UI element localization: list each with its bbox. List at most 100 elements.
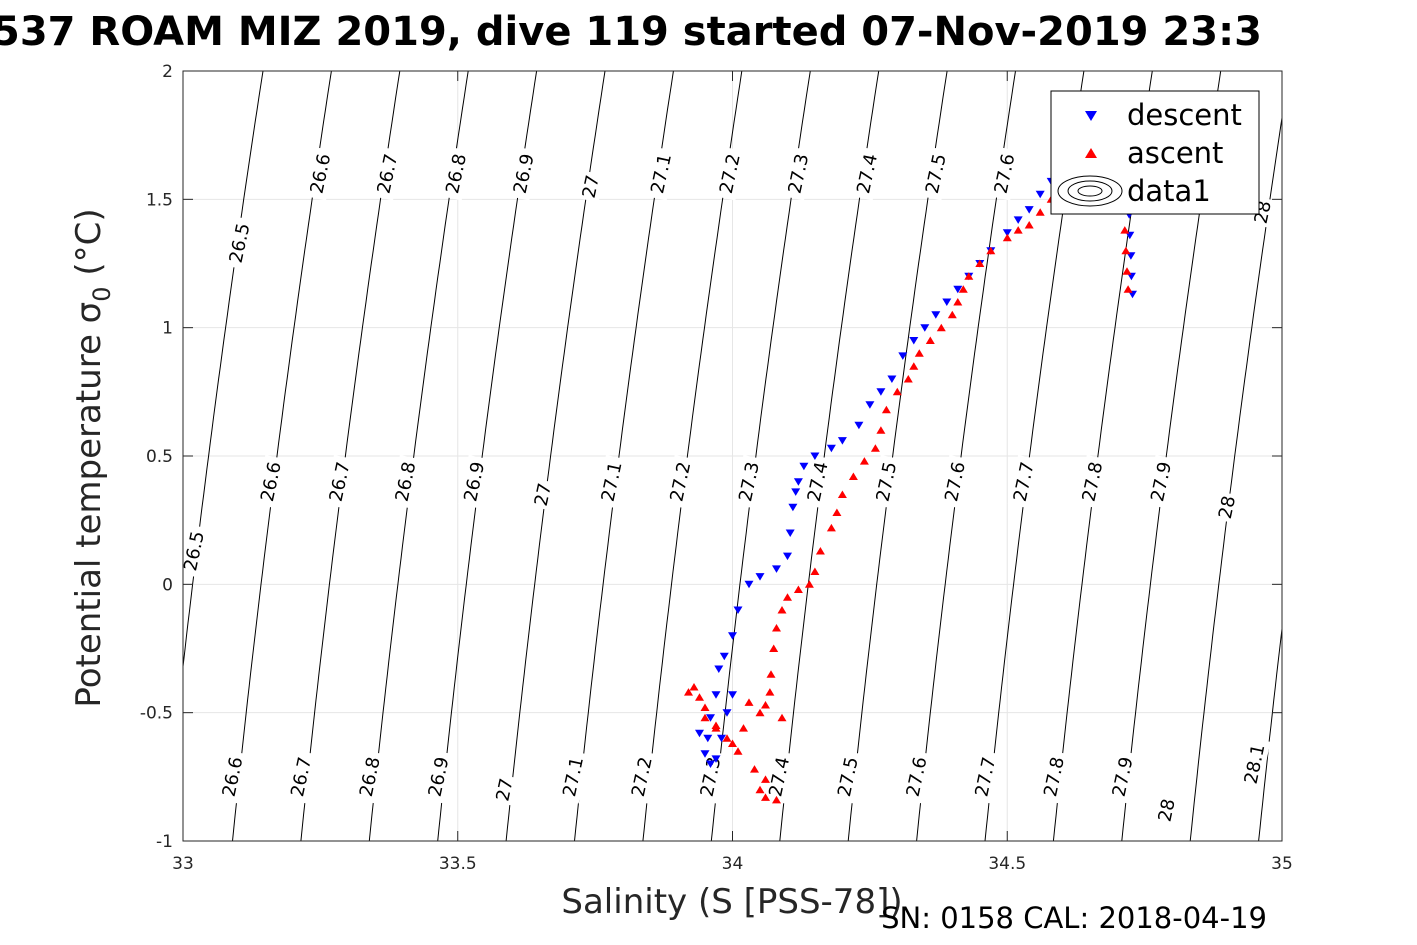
contour-label-bg <box>664 454 697 509</box>
contour-label: 28 <box>1213 491 1241 524</box>
descent-point <box>826 444 836 453</box>
contour-label-bg <box>557 750 590 804</box>
ascent-point <box>936 323 946 332</box>
ascent-point <box>1013 226 1023 234</box>
descent-point <box>810 452 820 460</box>
isopycnal-line <box>437 71 538 841</box>
ascent-point <box>986 246 996 255</box>
ascent-point <box>750 765 759 773</box>
descent-point <box>706 760 715 768</box>
ascent-point <box>1122 267 1132 275</box>
y-tick-label: 2 <box>162 62 173 82</box>
descent-point <box>733 606 743 614</box>
ascent-point <box>826 523 836 532</box>
contour-label: 26.7 <box>285 750 318 804</box>
contour-label-bg <box>870 454 903 509</box>
ascent-point <box>1123 285 1133 293</box>
isopycnal-line <box>847 71 948 841</box>
contour-label-bg <box>223 216 256 270</box>
contour-label: 28 <box>1152 794 1181 827</box>
x-tick-label: 33 <box>172 854 194 874</box>
descent-point <box>1125 231 1135 240</box>
ascent-point <box>765 688 775 696</box>
y-axis-label-main: Potential temperature σ <box>69 302 109 708</box>
ascent-point <box>903 375 913 383</box>
descent-point <box>1013 216 1023 224</box>
legend: descent ascent data1 <box>1050 90 1260 215</box>
contour-label-bg <box>178 524 210 578</box>
contour-label-bg <box>304 146 337 201</box>
ascent-point <box>783 593 792 601</box>
descent-point <box>714 665 724 673</box>
ascent-point <box>881 405 891 414</box>
descent-point <box>931 311 941 319</box>
ascent-point <box>684 688 693 696</box>
x-tick-label: 35 <box>1271 854 1293 874</box>
isopycnal-line <box>574 71 674 841</box>
contour-label-bg <box>713 146 746 201</box>
contour-label: 27 <box>577 170 605 203</box>
ascent-point <box>958 285 968 293</box>
contour-label: 27.1 <box>595 454 628 509</box>
ascent-point <box>1120 226 1130 234</box>
contour-label-bg <box>1007 454 1040 509</box>
ascent-point <box>766 670 776 678</box>
axis-ticks: 33 33.5 34 34.5 35 -1 -0.5 0 0.5 1 1.5 2 <box>140 62 1293 874</box>
ascent-point <box>804 580 814 588</box>
contour-label-bg <box>353 750 386 804</box>
contour-label: 26.8 <box>389 454 422 509</box>
contour-label: 27 <box>529 478 557 511</box>
contour-label: 27 <box>490 773 519 806</box>
descent-point <box>706 714 715 722</box>
contour-label-bg <box>440 146 473 201</box>
contour-label-bg <box>919 146 952 201</box>
contour-label-bg <box>490 773 519 806</box>
descent-point <box>719 652 729 661</box>
ascent-point <box>755 785 765 794</box>
contour-label-bg <box>216 750 249 804</box>
ascent-point <box>848 472 858 480</box>
ascent-point <box>772 624 781 632</box>
ascent-point <box>700 703 710 711</box>
y-tick-label: 0 <box>162 575 173 595</box>
descent-point <box>887 375 897 383</box>
y-tick-label: -0.5 <box>140 704 173 724</box>
legend-data1-label: data1 <box>1127 174 1211 208</box>
descent-point <box>920 324 930 332</box>
ascent-point <box>793 585 803 593</box>
contour-label: 26.6 <box>304 146 337 201</box>
contour-label-bg <box>1106 750 1139 804</box>
ascent-point <box>909 362 919 370</box>
ascent-point <box>947 310 957 319</box>
isopycnal-line <box>232 71 332 841</box>
ascent-point <box>777 606 787 614</box>
isopycnal-line <box>916 71 1016 841</box>
contour-label-bg <box>1238 737 1271 791</box>
descent-point <box>744 580 754 589</box>
descent-point <box>788 503 798 512</box>
descent-point <box>799 462 809 471</box>
ascent-point <box>953 298 963 306</box>
descent-point <box>1024 206 1034 214</box>
contour-label-bg <box>782 146 815 201</box>
contour-label-bg <box>323 454 356 509</box>
ascent-point <box>722 734 732 742</box>
ascent-point <box>769 644 779 652</box>
contour-label-bg <box>694 750 727 804</box>
contour-label: 26.5 <box>223 216 256 270</box>
ascent-point <box>761 775 770 783</box>
ascent-point <box>761 701 770 709</box>
descent-point <box>728 632 737 640</box>
ascent-point <box>1024 221 1034 229</box>
contour-label-bg <box>900 750 933 804</box>
contour-label: 28.1 <box>1238 737 1271 791</box>
descent-point <box>728 691 737 699</box>
descent-point <box>1002 229 1012 237</box>
contour-label-bg <box>389 454 422 509</box>
descent-point <box>700 750 710 758</box>
contour-label-bg <box>285 750 318 804</box>
ascent-point <box>755 708 765 717</box>
contour-label-bg <box>1213 491 1241 524</box>
x-tick-label: 33.5 <box>439 854 477 874</box>
